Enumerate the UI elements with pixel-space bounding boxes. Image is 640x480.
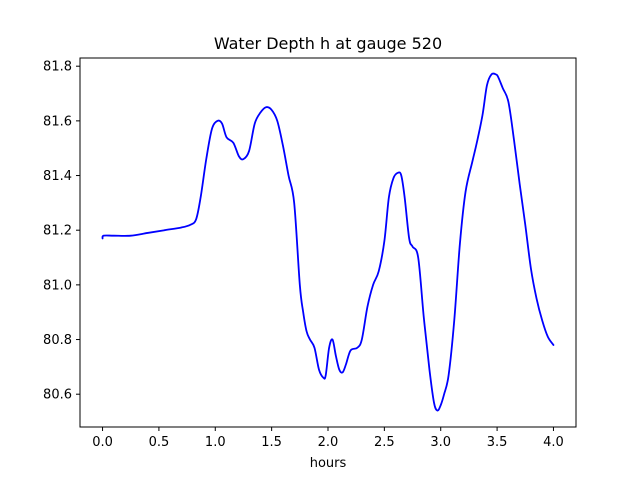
x-tick-label: 0.5 [149, 435, 170, 450]
x-tick-label: 0.0 [92, 435, 113, 450]
x-tick-label: 3.0 [430, 435, 451, 450]
x-tick-label: 3.5 [487, 435, 508, 450]
x-tick-label: 1.0 [205, 435, 226, 450]
x-axis-ticks: 0.0 0.5 1.0 1.5 2.0 2.5 3.0 3.5 4.0 [92, 427, 564, 450]
y-axis-ticks: 80.6 80.8 81.0 81.2 81.4 81.6 81.8 [43, 60, 80, 403]
x-axis-label: hours [310, 456, 347, 471]
x-tick-label: 4.0 [543, 435, 564, 450]
x-tick-label: 2.0 [318, 435, 339, 450]
y-tick-label: 81.6 [43, 114, 72, 129]
y-tick-label: 80.8 [43, 333, 72, 348]
y-tick-label: 81.8 [43, 60, 72, 75]
x-tick-label: 2.5 [374, 435, 395, 450]
y-tick-label: 81.0 [43, 278, 72, 293]
plot-area [101, 72, 555, 412]
x-tick-label: 1.5 [261, 435, 282, 450]
y-tick-label: 81.4 [43, 169, 72, 184]
chart-title: Water Depth h at gauge 520 [214, 34, 442, 53]
y-tick-label: 81.2 [43, 224, 72, 239]
y-tick-label: 80.6 [43, 388, 72, 403]
series-line-water-depth [101, 72, 555, 412]
